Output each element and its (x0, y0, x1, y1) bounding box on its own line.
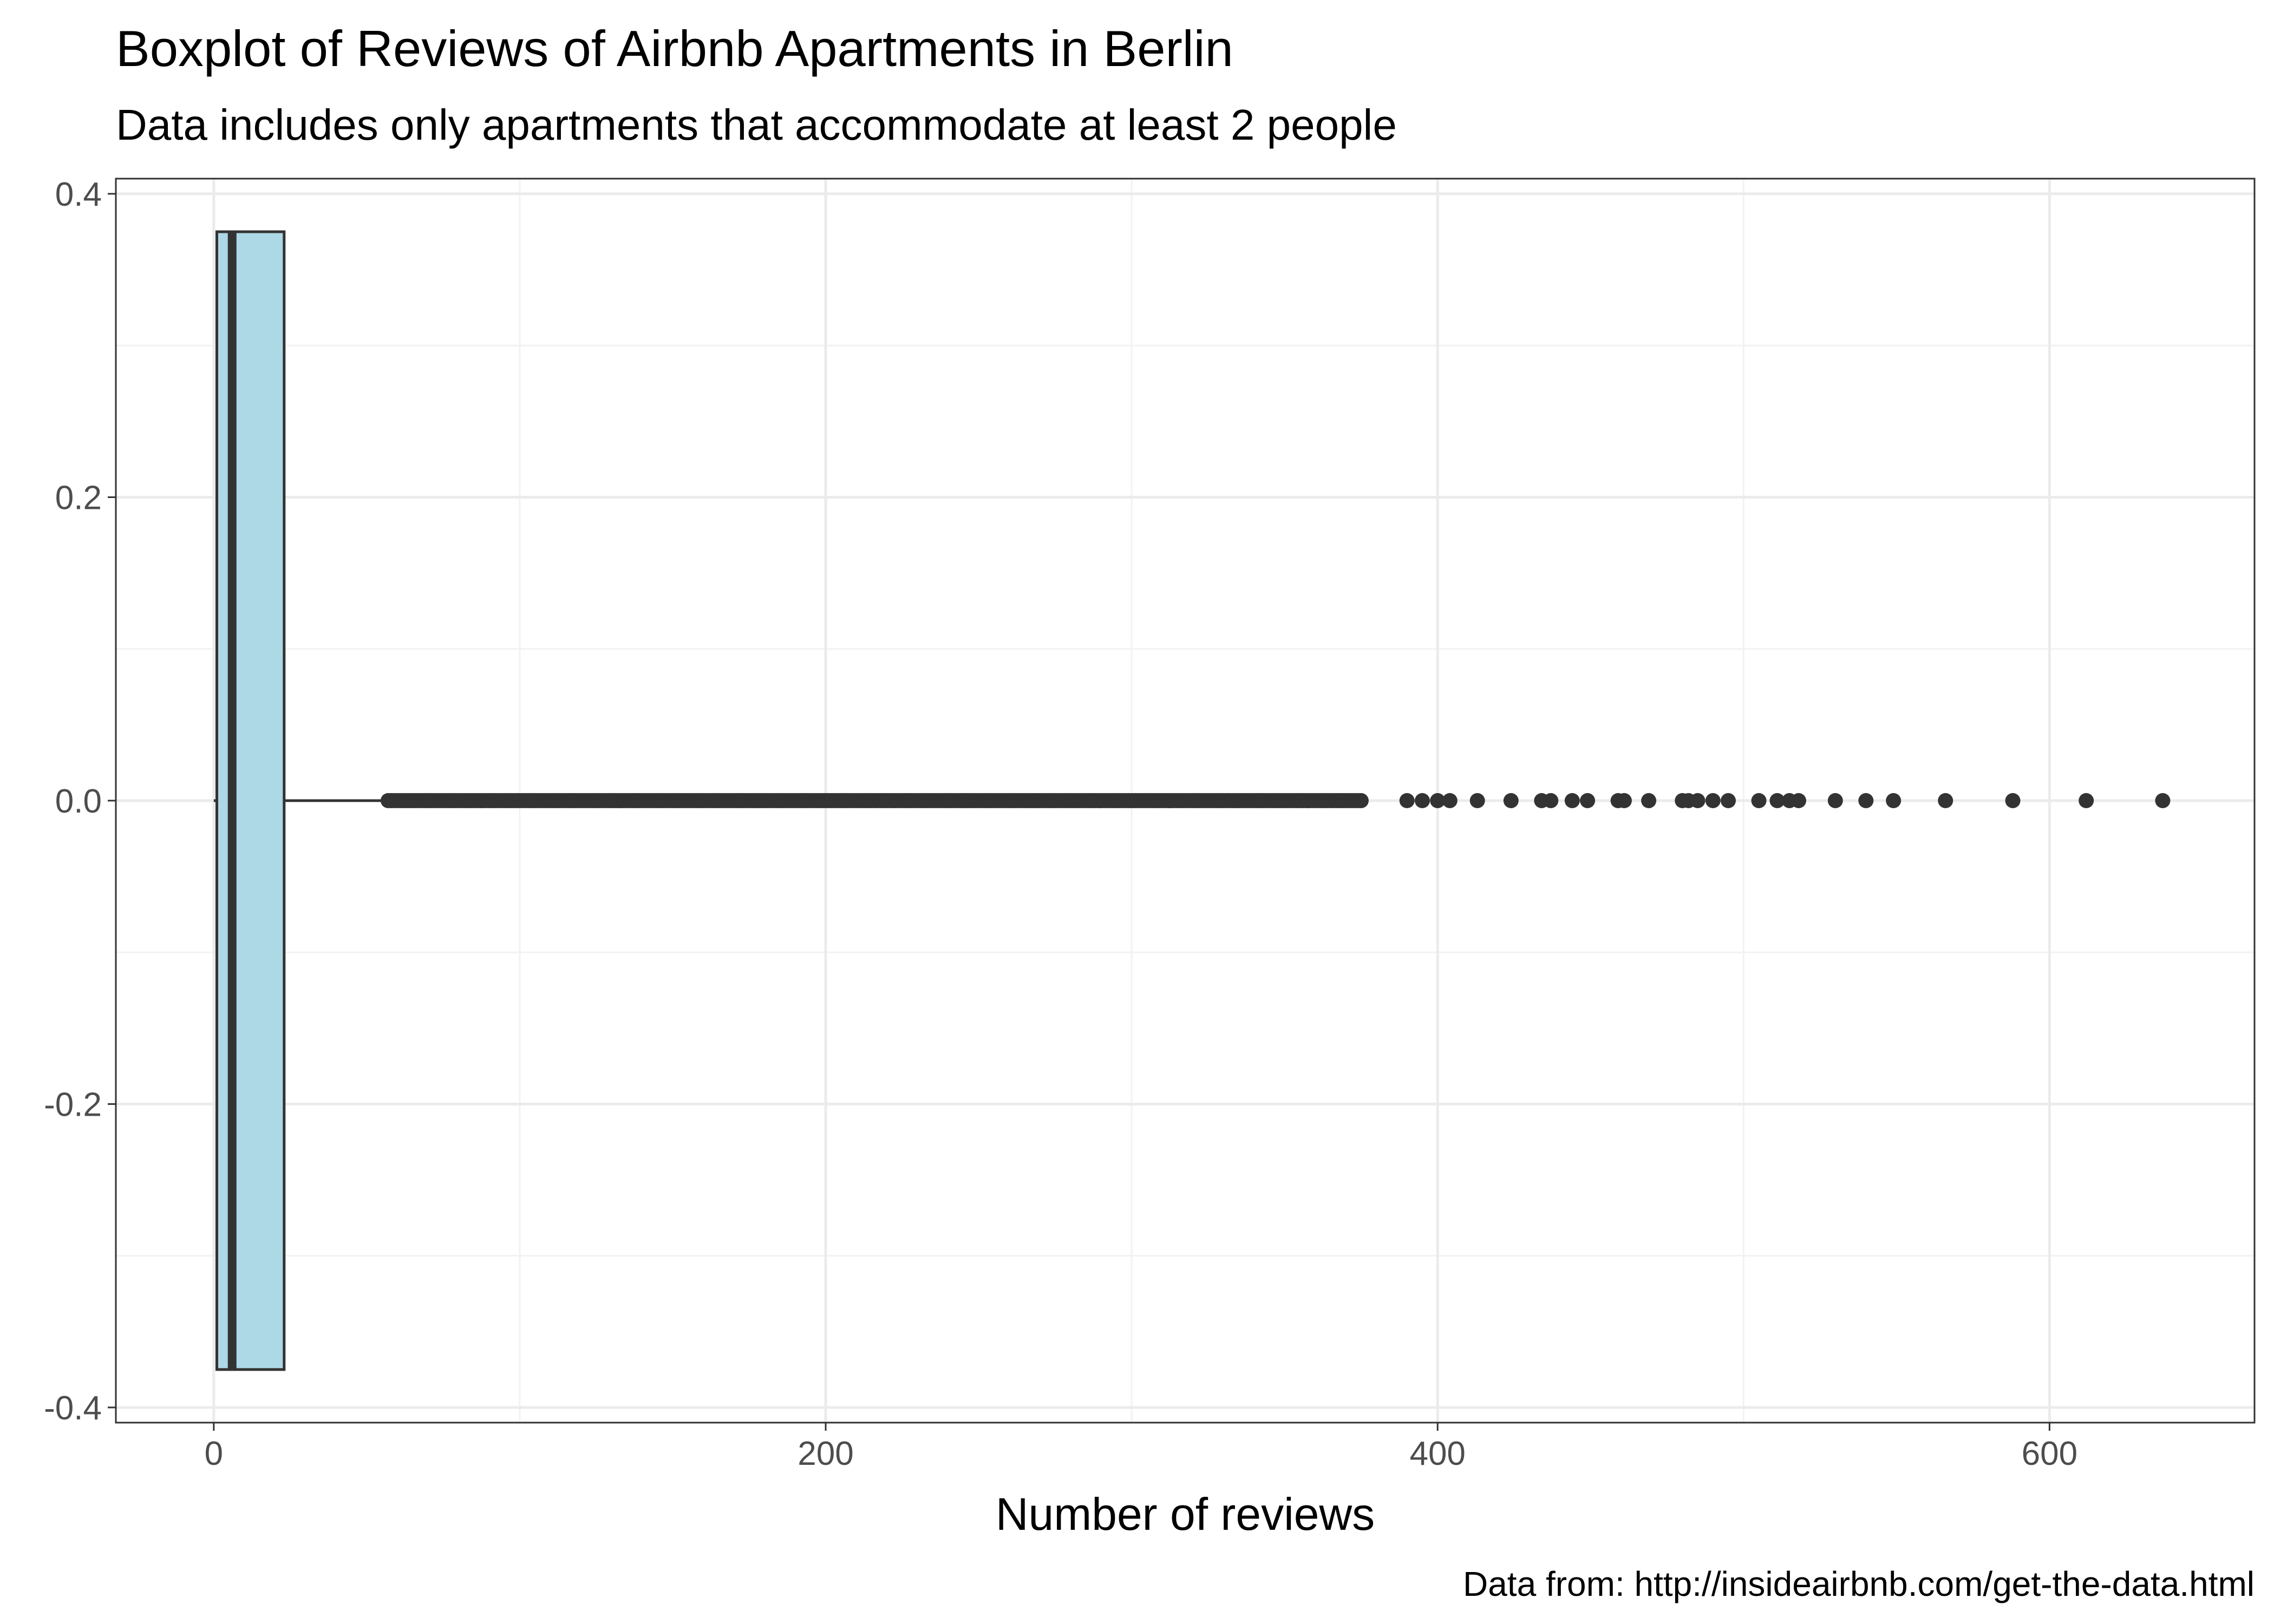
chart-subtitle: Data includes only apartments that accom… (116, 101, 1397, 149)
x-tick-label: 600 (2022, 1435, 2077, 1472)
x-tick-label: 200 (798, 1435, 853, 1472)
outlier-point (2005, 793, 2021, 808)
outlier-point (1769, 793, 1785, 808)
outlier-point (1705, 793, 1721, 808)
x-axis: 0 200 400 600 (205, 1423, 2077, 1472)
y-tick-label: -0.4 (44, 1390, 102, 1427)
outlier-point (1564, 793, 1580, 808)
outlier-point (1751, 793, 1767, 808)
outlier-point (1430, 793, 1446, 808)
y-axis: 0.4 0.2 0.0 -0.2 -0.4 (44, 176, 116, 1427)
outlier-point (1353, 793, 1369, 808)
outlier-point (1791, 793, 1807, 808)
outlier-point (1827, 793, 1843, 808)
outlier-point (1580, 793, 1596, 808)
outlier-point (1886, 793, 1901, 808)
outlier-point (1543, 793, 1559, 808)
outlier-point (1641, 793, 1657, 808)
chart-caption: Data from: http://insideairbnb.com/get-t… (1463, 1564, 2255, 1603)
outlier-point (1721, 793, 1736, 808)
outlier-point (1503, 793, 1519, 808)
y-tick-label: 0.2 (55, 480, 102, 517)
y-tick-label: -0.2 (44, 1086, 102, 1123)
outlier-point (1616, 793, 1632, 808)
outlier-point (1469, 793, 1485, 808)
outlier-point (1938, 793, 1953, 808)
outlier-point (1442, 793, 1458, 808)
outlier-point (1858, 793, 1874, 808)
boxplot-marks (213, 230, 2171, 1371)
x-axis-title: Number of reviews (996, 1489, 1375, 1540)
y-tick-label: 0.4 (55, 176, 102, 213)
chart-title: Boxplot of Reviews of Airbnb Apartments … (116, 20, 1233, 77)
outlier-point (1414, 793, 1430, 808)
outlier-point (2155, 793, 2171, 808)
x-tick-label: 400 (1409, 1435, 1465, 1472)
outlier-point (1690, 793, 1706, 808)
box-iqr (215, 230, 286, 1371)
y-tick-label: 0.0 (55, 783, 102, 820)
outlier-point (1399, 793, 1415, 808)
outlier-point (2079, 793, 2094, 808)
x-tick-label: 0 (205, 1435, 223, 1472)
